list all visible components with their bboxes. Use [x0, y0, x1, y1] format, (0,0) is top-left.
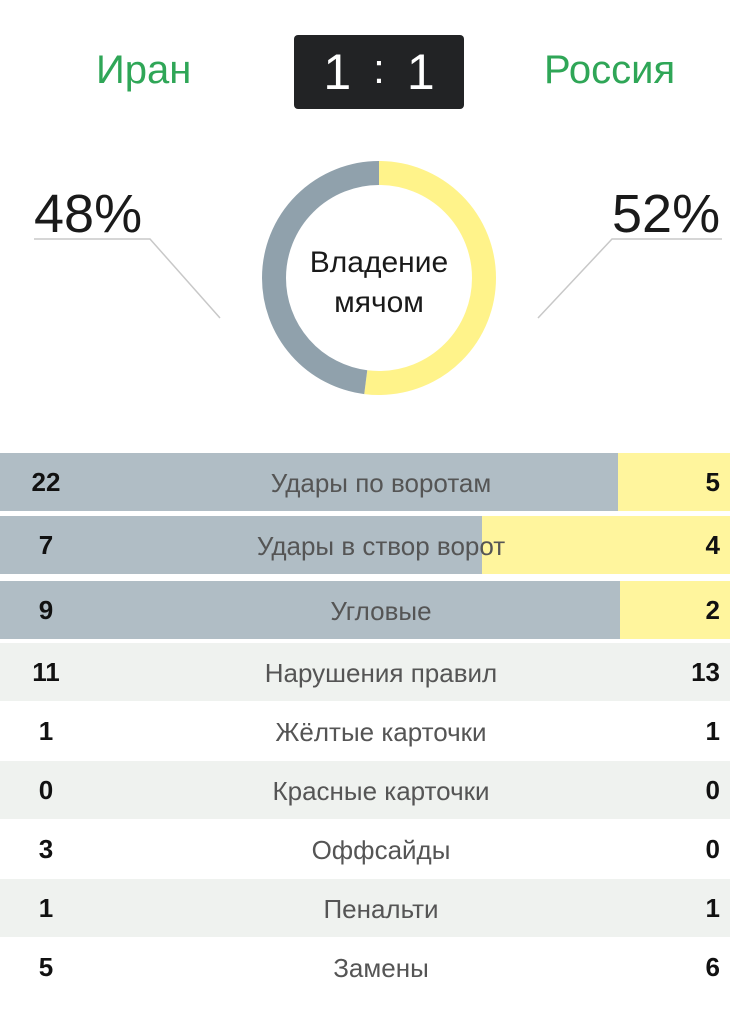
stat-bar-left: [0, 581, 620, 639]
stat-label: Красные карточки: [272, 776, 490, 806]
stat-row: 1 Жёлтые карточки 1: [0, 702, 730, 760]
stat-label: Удары по воротам: [270, 468, 492, 498]
stat-value-left: 1: [38, 716, 54, 746]
stat-label: Оффсайды: [311, 835, 451, 865]
stat-value-left: 3: [38, 834, 54, 864]
stat-value-right: 4: [705, 530, 720, 560]
stat-value-left: 22: [31, 467, 61, 497]
stat-value-right: 1: [705, 716, 720, 746]
stat-value-left: 5: [38, 952, 54, 982]
scoreboard: 1 : 1: [294, 35, 464, 109]
score-right: 1: [406, 44, 435, 100]
stat-value-left: 11: [32, 657, 60, 687]
stat-row: 7 Удары в створ ворот 4: [0, 516, 730, 574]
donut-segment-left: [262, 161, 496, 395]
possession-donut-label: Владение мячом: [262, 243, 496, 323]
stat-label: Пенальти: [323, 894, 439, 924]
stat-value-right: 0: [705, 775, 720, 805]
leader-line-right: [537, 238, 722, 319]
donut-label-line2: мячом: [334, 286, 424, 319]
stat-value-right: 13: [691, 657, 720, 687]
team-name-right: Россия: [544, 48, 676, 92]
stat-value-left: 0: [38, 775, 54, 805]
stat-row: 22 Удары по воротам 5: [0, 453, 730, 511]
possession-left-percent: 48%: [34, 184, 143, 244]
stat-row: 3 Оффсайды 0: [0, 820, 730, 878]
stat-label: Замены: [333, 953, 429, 983]
stat-value-right: 6: [705, 952, 720, 982]
stat-bar-left: [0, 453, 618, 511]
stat-row: 1 Пенальти 1: [0, 879, 730, 937]
stat-value-left: 9: [38, 595, 54, 625]
leader-line-left: [34, 238, 221, 319]
team-name-left: Иран: [96, 48, 192, 92]
possession-donut-chart: [262, 161, 496, 395]
stat-value-left: 1: [38, 893, 54, 923]
stat-label: Угловые: [330, 596, 432, 626]
stat-row: 9 Угловые 2: [0, 581, 730, 639]
donut-label-line1: Владение: [309, 246, 449, 279]
stat-value-right: 5: [705, 467, 720, 497]
score-separator: :: [373, 45, 385, 92]
possession-right-percent: 52%: [612, 184, 721, 244]
stat-value-right: 2: [705, 595, 720, 625]
stat-value-left: 7: [38, 530, 54, 560]
stat-row: 0 Красные карточки 0: [0, 761, 730, 819]
stat-row: 5 Замены 6: [0, 938, 730, 996]
stat-label: Нарушения правил: [264, 658, 498, 688]
stat-label: Жёлтые карточки: [275, 717, 487, 747]
stat-value-right: 0: [705, 834, 720, 864]
stat-row: 11 Нарушения правил 13: [0, 643, 730, 701]
score-left: 1: [323, 44, 352, 100]
stat-value-right: 1: [705, 893, 720, 923]
stat-label: Удары в створ ворот: [256, 531, 506, 561]
stat-bar-left: [0, 516, 482, 574]
